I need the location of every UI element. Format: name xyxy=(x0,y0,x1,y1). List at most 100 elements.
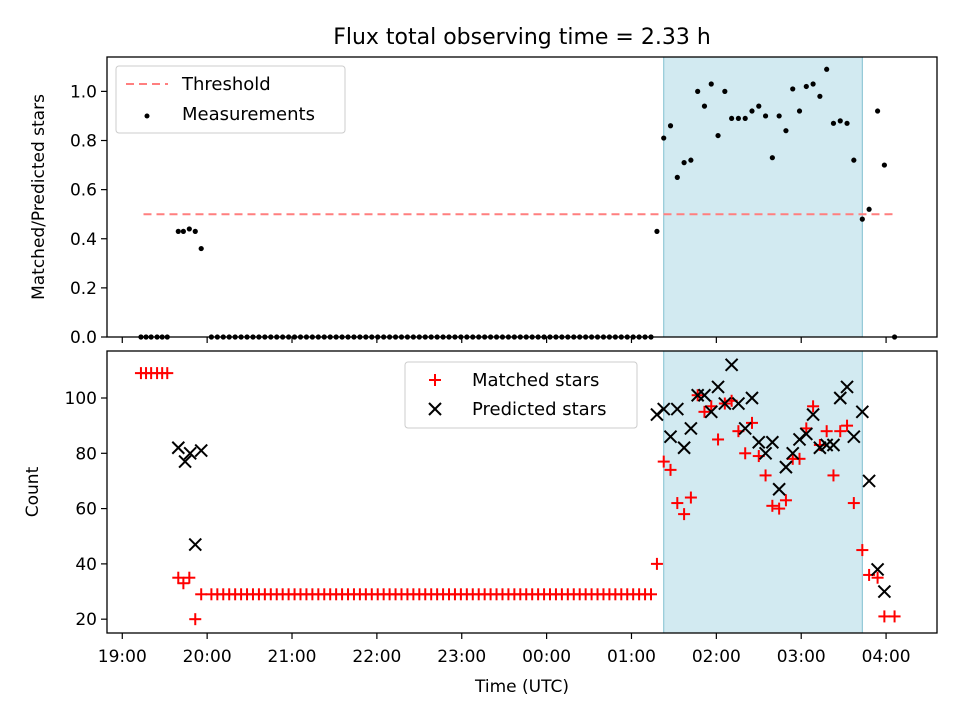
ratio-panel-frame xyxy=(106,56,938,338)
count-y-ticks: 20 40 60 80 100 xyxy=(65,389,107,630)
predicted-star-point xyxy=(677,441,691,455)
measurement-point xyxy=(844,120,850,126)
measurement-point xyxy=(735,115,742,122)
predicted-star-point xyxy=(738,421,752,436)
predicted-star-point xyxy=(758,446,773,461)
legend-predicted-swatch xyxy=(428,402,442,416)
matched-star-point xyxy=(684,491,697,504)
legend-predicted-label: Predicted stars xyxy=(472,399,606,420)
measurement-point xyxy=(851,157,857,163)
matched-star-point xyxy=(834,425,847,438)
predicted-star-point xyxy=(711,380,725,394)
y-tick-label: 40 xyxy=(75,555,97,575)
measurement-point xyxy=(866,206,872,212)
predicted-star-point xyxy=(840,380,854,394)
measurement-point xyxy=(837,118,843,124)
matched-star-point xyxy=(664,463,677,476)
time-x-ticks: 19:00 20:00 21:00 22:00 23:00 00:00 01:00 02:00… xyxy=(98,633,911,667)
chart-title: Flux total observing time = 2.33 h xyxy=(333,25,711,50)
y-tick-label: 0.6 xyxy=(70,181,97,201)
matched-star-point xyxy=(878,610,891,623)
count-legend: Matched stars Predicted stars xyxy=(404,361,638,429)
predicted-star-point xyxy=(188,537,202,552)
predicted-star-point xyxy=(752,435,766,449)
y-tick-label: 1.0 xyxy=(70,82,97,102)
measurement-point xyxy=(824,66,830,72)
predicted-star-point xyxy=(731,396,746,411)
matched-star-point xyxy=(800,422,813,435)
x-tick-label: 00:00 xyxy=(522,647,571,667)
matched-star-point xyxy=(827,469,840,482)
x-tick-label: 23:00 xyxy=(437,647,486,667)
matched-star-point xyxy=(847,497,860,510)
measurement-point xyxy=(859,216,865,222)
x-tick-label: 21:00 xyxy=(268,647,317,667)
predicted-star-point xyxy=(799,427,814,441)
measurement-point xyxy=(661,135,667,141)
predicted-star-point xyxy=(847,429,861,444)
count-y-axis-label: Count xyxy=(23,466,43,517)
y-tick-label: 0.4 xyxy=(70,230,97,250)
predicted-star-point xyxy=(833,391,847,405)
measurement-point xyxy=(674,174,680,180)
measurement-point xyxy=(695,88,701,94)
y-tick-label: 100 xyxy=(65,389,97,409)
observing-window-shading xyxy=(663,56,863,338)
measurement-point xyxy=(186,226,192,232)
measurement-point xyxy=(796,108,803,114)
measurement-point xyxy=(817,93,823,99)
matched-star-point xyxy=(739,447,752,460)
measurement-point xyxy=(681,160,687,166)
matched-star-point xyxy=(807,400,820,413)
x-tick-label: 22:00 xyxy=(352,647,401,667)
measurement-point xyxy=(881,162,887,168)
matched-star-point xyxy=(650,557,663,570)
x-tick-label: 19:00 xyxy=(98,647,147,667)
legend-threshold-label: Threshold xyxy=(181,74,271,95)
legend-measurements-swatch xyxy=(144,113,150,119)
measurement-point xyxy=(874,108,881,114)
matched-star-point xyxy=(856,544,869,557)
measurement-point xyxy=(654,228,660,234)
measurement-point xyxy=(701,103,708,109)
matched-star-point xyxy=(195,588,208,601)
matched-star-point xyxy=(698,405,711,418)
predicted-star-point xyxy=(670,402,685,416)
measurement-point xyxy=(192,228,198,234)
count-points xyxy=(134,358,901,626)
predicted-star-point xyxy=(724,358,739,372)
predicted-star-point xyxy=(684,421,698,436)
measurement-point xyxy=(783,128,789,134)
legend-measurements-label: Measurements xyxy=(182,104,315,125)
predicted-star-point xyxy=(779,460,793,474)
x-tick-label: 04:00 xyxy=(862,647,911,667)
count-legend-box xyxy=(404,361,638,429)
predicted-star-point xyxy=(772,482,786,496)
predicted-star-point xyxy=(813,441,827,455)
y-tick-label: 20 xyxy=(75,610,97,630)
ratio-y-ticks: 0.0 0.2 0.4 0.6 0.8 1.0 xyxy=(70,82,107,348)
predicted-star-point xyxy=(178,454,192,469)
matched-star-point xyxy=(177,577,190,590)
matched-star-point xyxy=(705,400,718,413)
matched-star-point xyxy=(712,433,725,446)
predicted-star-point xyxy=(657,402,671,416)
measurement-point xyxy=(749,108,755,114)
measurement-point xyxy=(708,81,714,87)
measurement-point xyxy=(803,83,809,90)
matched-star-point xyxy=(820,425,833,438)
matched-star-point xyxy=(644,588,657,601)
predicted-star-point xyxy=(697,388,712,402)
ratio-legend: Threshold Measurements xyxy=(115,65,346,134)
measurement-point xyxy=(790,86,796,92)
predicted-star-point xyxy=(704,405,718,419)
matched-star-point xyxy=(657,455,670,468)
measurement-point xyxy=(198,245,204,252)
matched-star-point xyxy=(161,367,174,380)
matched-star-point xyxy=(888,610,901,623)
measurement-point xyxy=(756,103,762,109)
predicted-star-point xyxy=(786,446,800,461)
ratio-y-axis-label: Matched/Predicted stars xyxy=(29,94,49,300)
x-tick-label: 02:00 xyxy=(692,647,741,667)
